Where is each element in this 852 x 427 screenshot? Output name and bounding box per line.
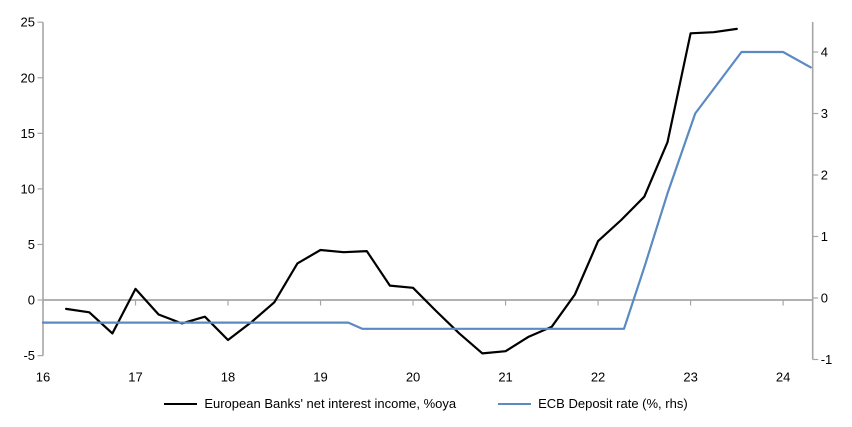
deposit-rate-line-swatch xyxy=(498,403,532,405)
legend-label-nii: European Banks' net interest income, %oy… xyxy=(204,396,457,411)
left-axis-tick-label: 0 xyxy=(28,293,35,308)
legend-label-deposit-rate: ECB Deposit rate (%, rhs) xyxy=(538,396,688,411)
left-axis-tick-label: 25 xyxy=(21,15,35,30)
x-axis-tick-label: 17 xyxy=(128,370,142,385)
x-axis-tick-label: 21 xyxy=(498,370,512,385)
deposit-rate-line xyxy=(41,50,812,330)
x-axis-tick-label: 24 xyxy=(776,370,790,385)
legend: European Banks' net interest income, %oy… xyxy=(0,393,852,415)
x-axis-tick-label: 19 xyxy=(313,370,327,385)
legend-item-deposit-rate: ECB Deposit rate (%, rhs) xyxy=(498,396,688,412)
nii-line xyxy=(64,27,738,355)
x-axis-tick-label: 18 xyxy=(221,370,235,385)
x-axis-tick-label: 20 xyxy=(406,370,420,385)
right-axis-tick-label: 2 xyxy=(821,168,828,183)
left-axis-tick-label: 15 xyxy=(21,126,35,141)
legend-item-nii: European Banks' net interest income, %oy… xyxy=(164,396,456,412)
left-axis-tick-label: 20 xyxy=(21,70,35,85)
x-axis-tick-label: 16 xyxy=(36,370,50,385)
left-axis-tick-label: 5 xyxy=(28,237,35,252)
x-axis-tick-label: 23 xyxy=(683,370,697,385)
nii-line-swatch xyxy=(164,403,198,405)
right-axis-tick-label: 1 xyxy=(821,229,828,244)
right-axis-tick-label: 0 xyxy=(821,291,828,306)
right-axis-tick-label: 4 xyxy=(821,45,828,60)
x-axis-tick-label: 22 xyxy=(591,370,605,385)
right-axis-tick-label: 3 xyxy=(821,106,828,121)
left-axis-tick-label: -5 xyxy=(23,348,35,363)
right-axis-tick-label: -1 xyxy=(821,352,833,367)
left-axis-tick-label: 10 xyxy=(21,181,35,196)
